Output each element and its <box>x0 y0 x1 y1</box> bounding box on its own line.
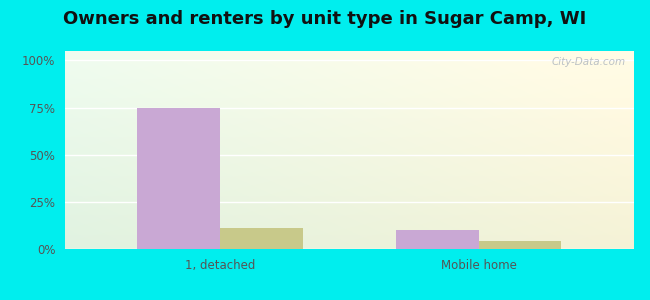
Bar <box>396 230 478 249</box>
Bar <box>137 108 220 249</box>
Text: Owners and renters by unit type in Sugar Camp, WI: Owners and renters by unit type in Sugar… <box>64 11 586 28</box>
Bar <box>478 242 562 249</box>
Bar <box>220 228 303 249</box>
Text: City-Data.com: City-Data.com <box>551 57 625 67</box>
